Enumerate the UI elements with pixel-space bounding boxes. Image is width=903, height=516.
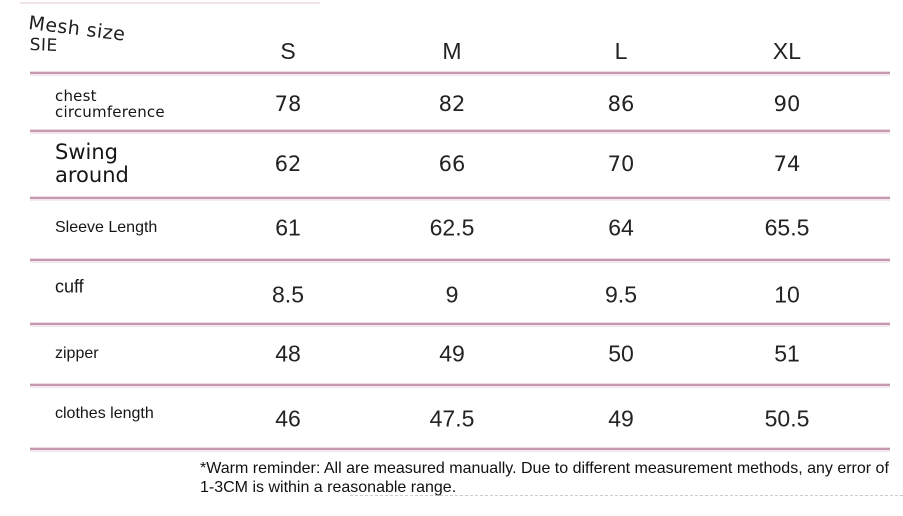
row-label-line: around [55, 162, 129, 187]
warm-reminder-footnote: *Warm reminder: All are measured manuall… [200, 460, 889, 496]
row-label: zipper [55, 345, 99, 363]
cell-value: 78 [274, 92, 302, 116]
cell-value: 50.5 [764, 405, 810, 432]
row-label: cuff [55, 277, 84, 298]
divider-line [30, 72, 890, 74]
size-header-row: S M L XL [30, 0, 890, 72]
table-row-cuff: cuff 8.5 9 9.5 10 [30, 259, 890, 323]
dashed-artifact-line [350, 495, 903, 496]
cell-value: 64 [608, 214, 634, 241]
cell-value: 65.5 [764, 214, 810, 241]
cell-value: 8.5 [272, 281, 304, 308]
cell-value: 66 [438, 151, 466, 176]
cell-value: 74 [773, 151, 801, 176]
table-row-swing-around: Swing around 62 66 70 74 [30, 130, 890, 197]
row-label-line: chest [55, 87, 97, 105]
row-label-line: Swing [55, 139, 118, 164]
row-label: Sleeve Length [55, 219, 157, 237]
column-header-m: M [442, 38, 462, 64]
divider-line [30, 448, 890, 450]
cell-value: 51 [774, 340, 800, 366]
cell-value: 9.5 [605, 281, 637, 308]
table-row-sleeve-length: Sleeve Length 61 62.5 64 65.5 [30, 197, 890, 259]
column-header-xl: XL [772, 38, 802, 64]
divider-line [30, 130, 890, 132]
divider-line [30, 197, 890, 199]
row-label-line: cuff [55, 276, 84, 297]
row-label: Swing around [55, 139, 129, 187]
divider-line [30, 384, 890, 386]
cell-value: 50 [608, 340, 634, 366]
table-row-clothes-length: clothes length 46 47.5 49 50.5 [30, 384, 890, 448]
row-label-line: Sleeve Length [55, 219, 158, 236]
cell-value: 49 [439, 340, 465, 366]
row-label: chest circumference [55, 88, 165, 120]
table-row-zipper: zipper 48 49 50 51 [30, 323, 890, 384]
divider-line-artifact [20, 2, 320, 4]
column-header-l: L [614, 38, 628, 64]
cell-value: 62 [274, 151, 302, 176]
cell-value: 62.5 [429, 214, 475, 241]
cell-value: 61 [275, 214, 301, 241]
row-label: clothes length [55, 405, 154, 423]
cell-value: 49 [608, 405, 634, 432]
row-label-line: zipper [55, 344, 99, 362]
column-header-s: S [280, 38, 296, 64]
cell-value: 82 [438, 92, 466, 116]
table-row-chest-circumference: chest circumference 78 82 86 90 [30, 72, 890, 130]
cell-value: 46 [275, 405, 301, 432]
row-label-line: circumference [55, 103, 165, 121]
cell-value: 10 [774, 281, 800, 308]
cell-value: 70 [607, 151, 635, 176]
divider-line [30, 259, 890, 261]
divider-line [30, 323, 890, 325]
cell-value: 86 [607, 92, 635, 116]
cell-value: 90 [773, 92, 801, 116]
cell-value: 9 [445, 281, 459, 308]
row-label-line: clothes length [55, 405, 154, 422]
cell-value: 47.5 [429, 405, 475, 432]
cell-value: 48 [275, 340, 301, 366]
